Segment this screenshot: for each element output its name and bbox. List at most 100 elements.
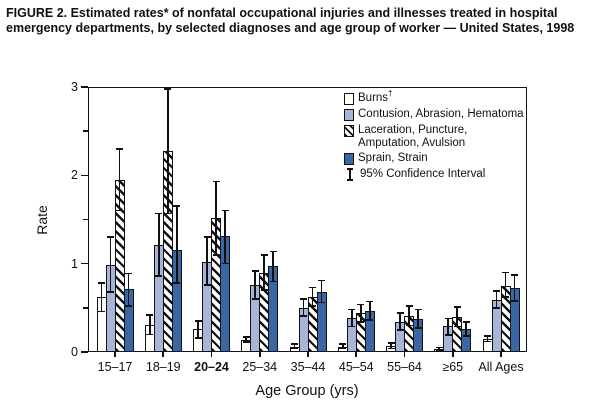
error-bar	[175, 206, 178, 284]
error-bar-cap-top	[348, 308, 356, 311]
error-bar-cap-top	[511, 274, 518, 276]
y-axis-major-tick	[81, 86, 88, 88]
error-bar	[350, 309, 353, 327]
x-axis-tick	[500, 352, 502, 357]
error-bar-cap-top	[318, 279, 325, 282]
legend-swatch-ci-icon	[344, 168, 356, 181]
error-bar	[197, 321, 199, 338]
error-bar-cap-top	[116, 148, 123, 150]
x-axis-tick	[451, 352, 454, 357]
error-bar	[456, 306, 459, 327]
error-bar	[504, 272, 507, 298]
error-bar-cap-top	[493, 290, 500, 292]
legend-label: Burns†	[358, 89, 393, 104]
error-bar-cap-top	[414, 308, 422, 311]
error-bar-cap-bottom	[300, 314, 307, 317]
error-bar-cap-bottom	[269, 280, 277, 283]
error-bar-cap-top	[164, 87, 172, 90]
error-bar	[263, 254, 266, 291]
y-axis-title: Rate	[34, 205, 50, 235]
error-bar-cap-top	[405, 305, 413, 307]
error-bar-cap-top	[269, 250, 277, 253]
error-bar	[408, 306, 410, 326]
error-bar-cap-bottom	[357, 321, 365, 323]
error-bar-cap-top	[435, 346, 443, 349]
error-bar	[495, 291, 498, 308]
x-axis-tick	[403, 352, 406, 357]
error-bar	[166, 88, 169, 214]
error-bar-cap-top	[453, 306, 461, 308]
error-bar-cap-top	[212, 180, 220, 183]
x-tick-label: 55–64	[387, 360, 422, 374]
error-bar	[320, 280, 323, 303]
error-bar	[215, 181, 217, 255]
y-tick-label: 2	[71, 168, 78, 183]
y-axis-major-tick	[81, 351, 88, 353]
error-bar-cap-bottom	[242, 341, 250, 344]
x-axis-tick	[355, 352, 358, 357]
error-bar-cap-bottom	[98, 310, 105, 313]
y-axis-major-tick	[81, 262, 88, 265]
error-bar-cap-top	[300, 298, 307, 300]
error-bar	[465, 321, 468, 337]
x-axis-tick	[258, 352, 261, 357]
y-axis-minor-tick	[83, 218, 88, 221]
legend-swatch-burns	[344, 93, 354, 105]
x-tick-label: 25–34	[242, 360, 278, 374]
error-bar	[148, 314, 151, 335]
error-bar-cap-top	[387, 342, 395, 344]
error-bar-cap-bottom	[116, 209, 123, 212]
error-bar-cap-bottom	[194, 337, 202, 339]
error-bar-cap-bottom	[444, 334, 452, 336]
error-bar	[157, 213, 160, 277]
error-bar	[109, 237, 112, 292]
error-bar-cap-top	[221, 209, 229, 212]
x-axis-tick	[162, 352, 165, 357]
error-bar-cap-top	[444, 317, 452, 320]
error-bar-cap-bottom	[260, 289, 268, 291]
error-bar-cap-top	[242, 336, 250, 338]
x-axis-tick	[307, 352, 309, 357]
error-bar-cap-bottom	[484, 340, 491, 343]
chart-region: Rate 0 1 2 3 15–17 18–19 20–24 25–34 35–44 45–54 5…	[34, 80, 527, 399]
error-bar-cap-top	[203, 236, 211, 238]
error-bar	[438, 347, 441, 352]
error-bar-cap-top	[155, 212, 163, 215]
legend-swatch-sprain	[344, 153, 354, 165]
x-tick-label: 35–44	[290, 360, 326, 374]
x-tick-label: 45–54	[338, 360, 374, 374]
error-bar-cap-top	[396, 312, 404, 314]
error-bar-cap-bottom	[125, 305, 132, 307]
error-bar-cap-bottom	[173, 282, 181, 284]
legend-item-burns: Burns†	[344, 89, 524, 105]
error-bar	[302, 299, 305, 316]
error-bar-cap-top	[125, 272, 132, 275]
legend-label: Sprain, Strain	[358, 152, 428, 164]
error-bar-cap-bottom	[291, 347, 298, 350]
error-bar-cap-top	[194, 320, 202, 322]
error-bar-cap-bottom	[462, 335, 470, 337]
error-bar	[100, 283, 103, 312]
error-bar-cap-bottom	[164, 212, 172, 215]
error-bar-cap-top	[173, 205, 181, 208]
error-bar-cap-bottom	[493, 307, 500, 309]
error-bar-cap-bottom	[251, 298, 259, 300]
legend-item-ci: 95% Confidence Interval	[344, 168, 524, 181]
error-bar-cap-bottom	[155, 275, 163, 277]
x-tick-label: ≥65	[442, 360, 464, 374]
error-bar-cap-bottom	[212, 254, 220, 256]
error-bar-cap-top	[339, 343, 347, 345]
error-bar	[417, 309, 419, 329]
y-axis-minor-tick	[83, 307, 88, 309]
error-bar-cap-bottom	[366, 319, 374, 321]
error-bar	[311, 287, 314, 307]
error-bar-cap-top	[107, 236, 114, 238]
error-bar-cap-bottom	[435, 350, 443, 352]
figure-title: FIGURE 2. Estimated rates* of nonfatal o…	[6, 6, 575, 35]
error-bar-cap-bottom	[405, 324, 413, 327]
error-bar	[447, 318, 450, 336]
error-bar-cap-bottom	[453, 325, 461, 328]
x-tick-label: 18–19	[145, 360, 181, 374]
error-bar-cap-top	[484, 335, 491, 337]
error-bar-cap-bottom	[146, 333, 154, 336]
